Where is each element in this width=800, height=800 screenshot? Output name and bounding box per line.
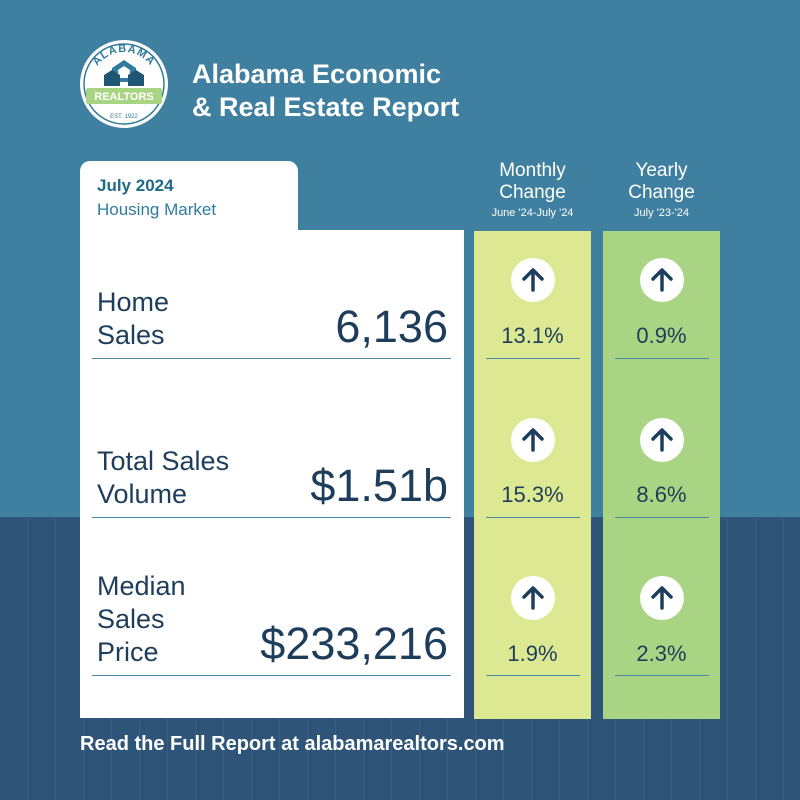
arrow-up-icon — [640, 418, 684, 462]
arrow-up-icon — [511, 258, 555, 302]
label-line: Median — [97, 571, 186, 601]
label-line: Sales — [97, 320, 165, 350]
median-sales-price-value: $233,216 — [260, 618, 448, 669]
yearly-divider — [615, 358, 709, 359]
monthly-column-header: Monthly Change June '24-July '24 — [474, 160, 591, 220]
row-divider — [92, 358, 451, 359]
label-line: Home — [97, 287, 170, 317]
yearly-change-column — [603, 231, 720, 719]
arrow-up-icon — [511, 418, 555, 462]
label-line: Sales — [97, 604, 165, 634]
label-line: Total Sales — [97, 446, 230, 476]
arrow-up-icon — [511, 576, 555, 620]
report-title: Alabama Economic & Real Estate Report — [192, 58, 459, 124]
monthly-divider — [486, 517, 580, 518]
monthly-header-line-2: Change — [499, 182, 566, 203]
monthly-header-range: June '24-July '24 — [491, 207, 574, 219]
period-month: July 2024 — [97, 176, 174, 195]
yearly-divider — [615, 517, 709, 518]
home-sales-value: 6,136 — [335, 301, 448, 352]
title-line-2: & Real Estate Report — [192, 92, 460, 122]
arrow-up-icon — [640, 576, 684, 620]
yearly-header-line-1: Yearly — [635, 160, 688, 181]
footer-link-text[interactable]: Read the Full Report at alabamarealtors.… — [80, 733, 505, 755]
yearly-header-range: July '23-'24 — [634, 207, 689, 219]
alabama-realtors-logo: ALABAMA REALTORS EST. 1922 — [78, 38, 170, 130]
row-divider — [92, 517, 451, 518]
total-sales-volume-value: $1.51b — [310, 460, 448, 511]
period-subtitle: Housing Market — [97, 200, 217, 219]
yearly-divider — [615, 675, 709, 676]
yearly-column-header: Yearly Change July '23-'24 — [603, 160, 720, 220]
metrics-card — [80, 230, 464, 718]
label-line: Volume — [97, 479, 188, 509]
monthly-header-line-1: Monthly — [499, 160, 566, 181]
total-sales-volume-monthly-change: 15.3% — [501, 482, 564, 507]
home-sales-monthly-change: 13.1% — [501, 323, 564, 348]
total-sales-volume-yearly-change: 8.6% — [636, 482, 687, 507]
median-sales-price-yearly-change: 2.3% — [636, 641, 687, 666]
monthly-divider — [486, 358, 580, 359]
total-sales-volume-label: Total Sales Volume — [97, 445, 229, 511]
yearly-header-line-2: Change — [628, 182, 695, 203]
svg-text:REALTORS: REALTORS — [94, 91, 154, 103]
home-sales-label: Home Sales — [97, 286, 169, 352]
row-divider — [92, 675, 451, 676]
card-tab — [80, 161, 298, 231]
monthly-change-column — [474, 231, 591, 719]
median-sales-price-label: Median Sales Price — [97, 570, 186, 669]
svg-text:EST. 1922: EST. 1922 — [110, 114, 138, 120]
home-sales-yearly-change: 0.9% — [636, 323, 687, 348]
median-sales-price-monthly-change: 1.9% — [507, 641, 558, 666]
label-line: Price — [97, 637, 159, 667]
arrow-up-icon — [640, 258, 684, 302]
monthly-divider — [486, 675, 580, 676]
title-line-1: Alabama Economic — [192, 59, 442, 89]
